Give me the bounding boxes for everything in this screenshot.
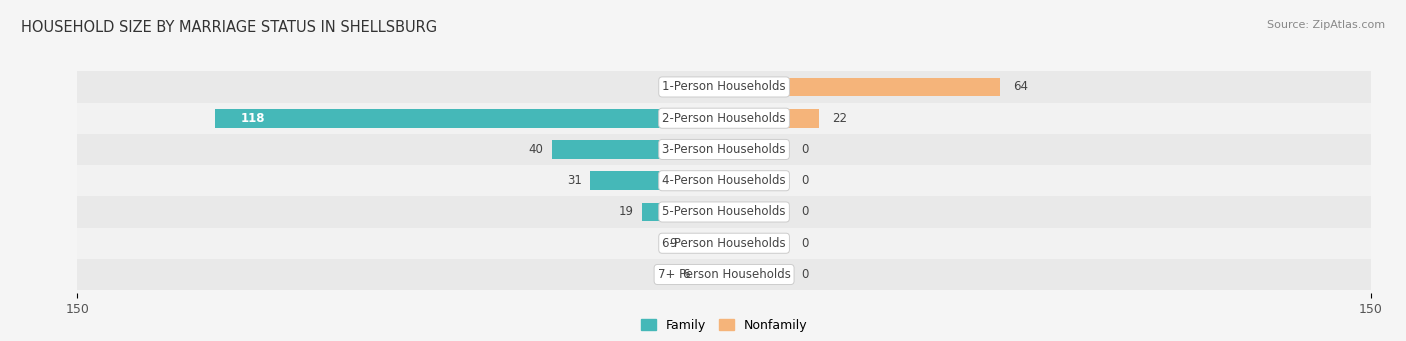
Bar <box>591 171 724 190</box>
Bar <box>215 109 724 128</box>
Text: 6-Person Households: 6-Person Households <box>662 237 786 250</box>
Text: 31: 31 <box>567 174 582 187</box>
Text: 5-Person Households: 5-Person Households <box>662 206 786 219</box>
Text: 2-Person Households: 2-Person Households <box>662 112 786 125</box>
Bar <box>724 140 789 159</box>
Text: 0: 0 <box>801 143 808 156</box>
Text: 19: 19 <box>619 206 634 219</box>
Bar <box>77 228 1371 259</box>
Text: 9: 9 <box>669 237 676 250</box>
Text: 4-Person Households: 4-Person Households <box>662 174 786 187</box>
Bar <box>551 140 724 159</box>
Text: 0: 0 <box>801 174 808 187</box>
Bar <box>699 265 724 284</box>
Text: 3-Person Households: 3-Person Households <box>662 143 786 156</box>
Bar <box>724 171 789 190</box>
Text: 0: 0 <box>801 268 808 281</box>
Text: HOUSEHOLD SIZE BY MARRIAGE STATUS IN SHELLSBURG: HOUSEHOLD SIZE BY MARRIAGE STATUS IN SHE… <box>21 20 437 35</box>
Bar <box>724 77 1000 96</box>
Text: 1-Person Households: 1-Person Households <box>662 80 786 93</box>
Text: 0: 0 <box>801 237 808 250</box>
Legend: Family, Nonfamily: Family, Nonfamily <box>636 313 813 337</box>
Text: 40: 40 <box>529 143 543 156</box>
Text: 0: 0 <box>801 206 808 219</box>
Bar <box>724 265 789 284</box>
Bar <box>77 103 1371 134</box>
Text: 6: 6 <box>682 268 689 281</box>
Text: 64: 64 <box>1012 80 1028 93</box>
Text: 7+ Person Households: 7+ Person Households <box>658 268 790 281</box>
Bar <box>77 71 1371 103</box>
Text: 118: 118 <box>242 112 266 125</box>
Bar <box>77 165 1371 196</box>
Text: Source: ZipAtlas.com: Source: ZipAtlas.com <box>1267 20 1385 30</box>
Bar <box>685 234 724 253</box>
Bar <box>77 134 1371 165</box>
Bar <box>724 234 789 253</box>
Bar <box>643 203 724 221</box>
Bar <box>724 109 818 128</box>
Bar <box>77 259 1371 290</box>
Text: 22: 22 <box>832 112 846 125</box>
Bar <box>77 196 1371 228</box>
Bar <box>724 203 789 221</box>
